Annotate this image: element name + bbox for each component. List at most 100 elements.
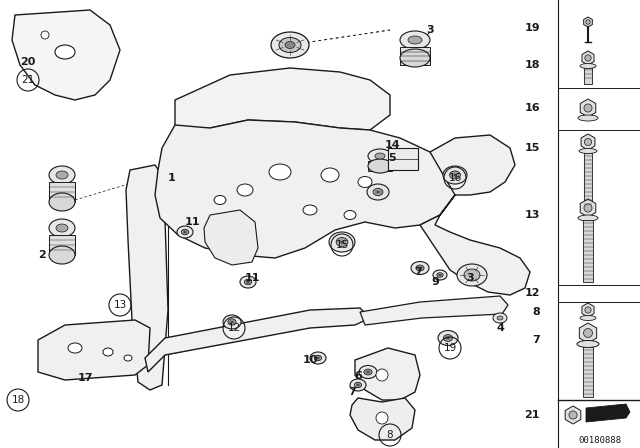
Ellipse shape xyxy=(368,149,392,163)
Text: 11: 11 xyxy=(244,273,260,283)
Polygon shape xyxy=(586,404,630,422)
Ellipse shape xyxy=(124,355,132,361)
Text: 3: 3 xyxy=(426,25,434,35)
Polygon shape xyxy=(350,398,415,440)
Text: 21: 21 xyxy=(21,75,35,85)
FancyBboxPatch shape xyxy=(49,235,75,255)
Text: 7: 7 xyxy=(532,335,540,345)
Text: 13: 13 xyxy=(113,300,127,310)
Ellipse shape xyxy=(578,115,598,121)
Circle shape xyxy=(585,307,591,313)
Text: 18: 18 xyxy=(12,395,24,405)
Text: 8: 8 xyxy=(532,307,540,317)
Text: 21: 21 xyxy=(525,410,540,420)
Circle shape xyxy=(586,20,590,24)
Polygon shape xyxy=(582,51,594,65)
Ellipse shape xyxy=(450,171,460,179)
Text: 12: 12 xyxy=(227,323,241,333)
Text: 19: 19 xyxy=(444,343,456,353)
Ellipse shape xyxy=(400,31,430,49)
Ellipse shape xyxy=(244,279,252,284)
Text: 9: 9 xyxy=(431,277,439,287)
Ellipse shape xyxy=(103,348,113,356)
Circle shape xyxy=(376,369,388,381)
Text: 1: 1 xyxy=(168,173,176,183)
Text: 20: 20 xyxy=(20,57,36,67)
Polygon shape xyxy=(565,406,580,424)
Ellipse shape xyxy=(350,379,366,391)
Ellipse shape xyxy=(367,184,389,200)
Text: 6: 6 xyxy=(354,371,362,381)
Text: 18: 18 xyxy=(525,60,540,70)
Ellipse shape xyxy=(269,164,291,180)
FancyBboxPatch shape xyxy=(583,220,593,282)
Ellipse shape xyxy=(443,166,467,184)
Ellipse shape xyxy=(177,226,193,238)
Circle shape xyxy=(376,412,388,424)
Text: 10: 10 xyxy=(302,355,317,365)
Polygon shape xyxy=(420,135,530,295)
Text: 12: 12 xyxy=(525,288,540,298)
Ellipse shape xyxy=(271,32,309,58)
Text: 17: 17 xyxy=(77,373,93,383)
Ellipse shape xyxy=(214,195,226,204)
Ellipse shape xyxy=(358,177,372,188)
Polygon shape xyxy=(584,17,593,27)
Polygon shape xyxy=(175,68,390,135)
Text: 13: 13 xyxy=(525,210,540,220)
Ellipse shape xyxy=(303,205,317,215)
Ellipse shape xyxy=(56,224,68,232)
Polygon shape xyxy=(580,99,596,117)
Polygon shape xyxy=(579,323,596,343)
Circle shape xyxy=(569,411,577,419)
Text: 7: 7 xyxy=(348,387,356,397)
Text: 14: 14 xyxy=(384,140,400,150)
Ellipse shape xyxy=(314,355,322,361)
Ellipse shape xyxy=(578,215,598,221)
FancyBboxPatch shape xyxy=(388,148,418,170)
Text: 15: 15 xyxy=(525,143,540,153)
FancyBboxPatch shape xyxy=(584,68,592,84)
FancyBboxPatch shape xyxy=(584,153,592,208)
Ellipse shape xyxy=(416,265,424,271)
Text: 16: 16 xyxy=(524,103,540,113)
Ellipse shape xyxy=(49,166,75,184)
Text: 16: 16 xyxy=(449,173,461,183)
Ellipse shape xyxy=(438,331,458,345)
Ellipse shape xyxy=(580,315,596,320)
Polygon shape xyxy=(582,303,594,317)
FancyBboxPatch shape xyxy=(583,347,593,397)
Text: 3: 3 xyxy=(466,273,474,283)
Circle shape xyxy=(585,55,591,61)
Polygon shape xyxy=(126,165,168,390)
Polygon shape xyxy=(155,120,455,258)
Polygon shape xyxy=(12,10,120,100)
Ellipse shape xyxy=(437,273,443,277)
Ellipse shape xyxy=(285,42,295,48)
Ellipse shape xyxy=(237,184,253,196)
Polygon shape xyxy=(581,134,595,150)
FancyBboxPatch shape xyxy=(368,161,392,171)
FancyBboxPatch shape xyxy=(400,47,430,65)
Ellipse shape xyxy=(321,168,339,182)
Ellipse shape xyxy=(464,269,480,281)
Ellipse shape xyxy=(493,313,507,323)
Ellipse shape xyxy=(579,148,597,154)
Ellipse shape xyxy=(368,159,392,173)
Ellipse shape xyxy=(375,153,385,159)
Ellipse shape xyxy=(497,316,503,320)
Text: 2: 2 xyxy=(38,250,46,260)
Ellipse shape xyxy=(49,193,75,211)
Circle shape xyxy=(41,31,49,39)
Ellipse shape xyxy=(580,64,596,69)
Circle shape xyxy=(584,328,593,337)
Ellipse shape xyxy=(279,38,301,52)
Circle shape xyxy=(584,104,592,112)
Ellipse shape xyxy=(336,237,348,246)
Text: 8: 8 xyxy=(387,430,394,440)
Ellipse shape xyxy=(364,369,372,375)
FancyBboxPatch shape xyxy=(49,182,75,202)
Polygon shape xyxy=(204,210,258,265)
Polygon shape xyxy=(38,320,150,380)
Ellipse shape xyxy=(457,264,487,286)
